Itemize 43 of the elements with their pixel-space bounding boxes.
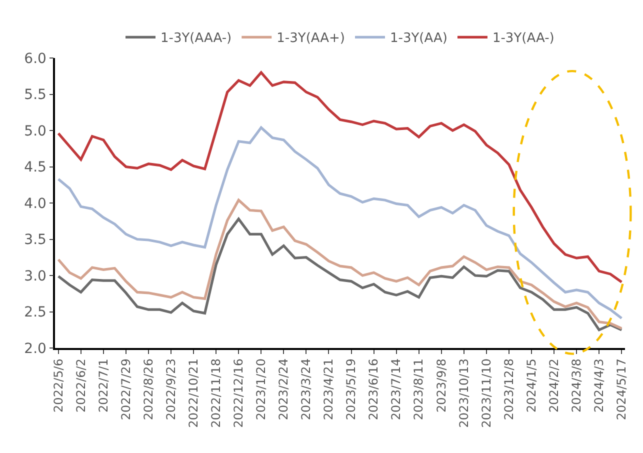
x-tick-label: 2023/6/16: [366, 358, 381, 420]
x-tick-label: 2024/3/8: [569, 358, 584, 412]
x-tick-label: 2023/10/13: [456, 358, 471, 428]
line-series: [57, 218, 623, 332]
y-tick-label: 5.0: [24, 123, 46, 140]
legend-label: 1-3Y(AAA-): [160, 31, 232, 46]
legend-label: 1-3Y(AA+): [276, 31, 345, 46]
x-tick-label: 2023/8/11: [412, 358, 426, 420]
x-tick-label: 2023/4/21: [322, 358, 336, 420]
x-tick-label: 2023/11/10: [479, 358, 494, 428]
y-tick-label: 6.0: [24, 50, 46, 67]
x-tick-label: 2022/5/6: [51, 358, 66, 412]
y-tick-label: 2.0: [24, 340, 46, 357]
x-tick-label: 2024/2/2: [546, 358, 561, 412]
x-tick-label: 2022/9/23: [164, 358, 178, 420]
legend-label: 1-3Y(AA): [390, 31, 448, 46]
y-tick-label: 3.5: [24, 232, 46, 248]
x-tick-label: 2023/9/8: [434, 358, 448, 412]
y-tick-label: 3.0: [24, 268, 46, 284]
x-tick-label: 2022/10/21: [186, 358, 200, 428]
y-tick-label: 4.0: [24, 196, 46, 212]
x-tick-label: 2024/1/5: [524, 358, 538, 412]
x-tick-label: 2022/7/29: [118, 358, 133, 420]
line-series: [57, 198, 623, 330]
y-tick-label: 4.5: [24, 160, 46, 176]
x-tick-label: 2023/5/19: [344, 358, 358, 420]
line-series: [57, 71, 623, 284]
x-tick-label: 2022/7/1: [96, 358, 110, 412]
y-tick-label: 2.5: [24, 304, 46, 321]
x-tick-label: 2022/8/26: [141, 358, 156, 420]
x-tick-label: 2022/11/18: [208, 358, 223, 428]
x-tick-label: 2023/1/20: [254, 358, 268, 420]
legend-label: 1-3Y(AA-): [492, 31, 554, 46]
x-tick-label: 2022/12/16: [232, 358, 246, 428]
x-tick-label: 2023/7/14: [389, 358, 404, 420]
x-tick-label: 2022/6/2: [74, 358, 88, 412]
x-tick-label: 2024/5/17: [614, 358, 629, 420]
y-tick-label: 5.5: [24, 87, 46, 104]
x-tick-label: 2024/4/3: [592, 358, 606, 412]
line-series: [57, 126, 623, 320]
x-tick-label: 2023/12/8: [502, 358, 516, 420]
x-tick-label: 2023/3/24: [299, 358, 314, 420]
x-tick-label: 2023/2/24: [276, 358, 291, 420]
